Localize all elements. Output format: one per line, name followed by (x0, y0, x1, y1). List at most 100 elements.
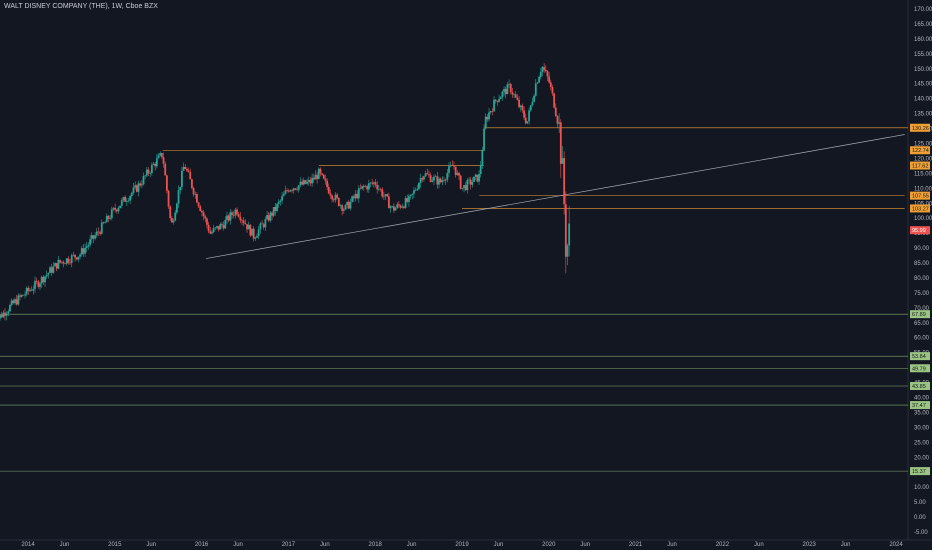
candle-body[interactable] (548, 76, 551, 83)
candle-body[interactable] (252, 228, 255, 239)
candle-body[interactable] (144, 175, 147, 177)
candle-body[interactable] (102, 222, 105, 224)
candle-body[interactable] (357, 188, 360, 199)
candle-body[interactable] (351, 196, 354, 202)
candle-body[interactable] (473, 176, 475, 182)
candle-body[interactable] (371, 182, 374, 184)
candle-body[interactable] (556, 116, 559, 124)
candle-body[interactable] (202, 212, 205, 217)
candle-body[interactable] (174, 212, 177, 221)
candle-body[interactable] (236, 209, 238, 215)
candle-body[interactable] (197, 202, 200, 207)
candle-body[interactable] (189, 172, 192, 180)
candle-body[interactable] (396, 204, 399, 208)
candle-body[interactable] (563, 158, 566, 205)
candle-body[interactable] (165, 175, 168, 191)
candle-body[interactable] (175, 203, 178, 213)
candle-body[interactable] (529, 105, 532, 111)
candle-body[interactable] (9, 305, 11, 312)
candle-body[interactable] (100, 222, 103, 234)
candle-body[interactable] (297, 185, 300, 190)
candle-body[interactable] (107, 215, 110, 220)
candle-body[interactable] (531, 101, 534, 106)
candle-body[interactable] (374, 182, 377, 185)
candle-body[interactable] (528, 110, 531, 122)
candle-body[interactable] (476, 174, 479, 182)
candle-body[interactable] (15, 299, 18, 305)
candle-body[interactable] (19, 295, 21, 297)
candle-body[interactable] (443, 180, 445, 181)
candle-body[interactable] (461, 187, 464, 189)
candle-body[interactable] (70, 255, 73, 263)
candle-body[interactable] (519, 105, 522, 108)
candle-body[interactable] (294, 188, 297, 190)
candle-body[interactable] (513, 94, 515, 96)
candle-body[interactable] (281, 196, 283, 201)
candle-body[interactable] (506, 84, 509, 95)
candle-body[interactable] (448, 166, 450, 173)
candle-body[interactable] (29, 289, 31, 291)
candle-body[interactable] (451, 165, 454, 166)
candle-body[interactable] (129, 195, 132, 201)
candle-body[interactable] (301, 181, 303, 185)
candle-body[interactable] (387, 196, 390, 209)
candle-body[interactable] (456, 172, 459, 175)
candle-body[interactable] (119, 205, 122, 209)
candle-body[interactable] (237, 214, 240, 217)
candle-body[interactable] (327, 187, 330, 194)
candle-body[interactable] (271, 212, 273, 216)
candle-body[interactable] (244, 223, 247, 225)
candle-body[interactable] (463, 185, 465, 188)
candle-body[interactable] (117, 208, 120, 212)
candle-body[interactable] (187, 170, 190, 173)
candle-body[interactable] (37, 281, 40, 287)
candle-body[interactable] (504, 88, 507, 95)
candle-body[interactable] (140, 184, 143, 186)
candle-body[interactable] (182, 166, 185, 171)
candle-body[interactable] (423, 176, 425, 180)
candle-body[interactable] (154, 163, 157, 167)
candle-body[interactable] (47, 272, 50, 275)
candle-body[interactable] (514, 94, 517, 98)
candle-body[interactable] (124, 197, 127, 202)
candle-body[interactable] (211, 232, 213, 234)
candle-body[interactable] (521, 105, 524, 111)
candle-body[interactable] (324, 178, 327, 181)
candle-body[interactable] (367, 183, 370, 190)
candle-body[interactable] (157, 155, 160, 159)
candle-body[interactable] (125, 201, 128, 202)
candle-body[interactable] (403, 206, 405, 208)
candle-body[interactable] (524, 117, 527, 124)
candle-body[interactable] (287, 190, 290, 192)
candle-body[interactable] (267, 215, 270, 221)
candle-body[interactable] (362, 185, 365, 187)
candle-body[interactable] (501, 91, 504, 97)
candle-body[interactable] (34, 280, 36, 289)
candle-body[interactable] (229, 212, 232, 221)
candle-body[interactable] (139, 183, 142, 186)
candle-body[interactable] (533, 95, 536, 102)
candle-body[interactable] (249, 224, 252, 236)
candle-body[interactable] (416, 188, 419, 190)
candle-body[interactable] (60, 261, 63, 263)
candle-body[interactable] (201, 210, 203, 213)
candle-body[interactable] (35, 280, 38, 282)
candle-body[interactable] (503, 88, 505, 92)
candle-body[interactable] (251, 228, 253, 236)
candle-body[interactable] (0, 314, 1, 319)
candle-body[interactable] (509, 83, 512, 93)
candle-body[interactable] (377, 188, 380, 190)
candle-body[interactable] (259, 223, 262, 230)
candle-body[interactable] (40, 276, 43, 284)
candle-body[interactable] (418, 183, 420, 189)
candle-body[interactable] (469, 179, 472, 185)
candle-body[interactable] (558, 122, 561, 124)
candle-body[interactable] (553, 93, 556, 108)
candle-body[interactable] (150, 164, 153, 174)
candle-body[interactable] (109, 218, 112, 220)
candle-body[interactable] (59, 259, 61, 263)
candle-body[interactable] (466, 180, 469, 191)
candle-body[interactable] (286, 190, 288, 191)
candle-body[interactable] (568, 223, 571, 246)
candle-body[interactable] (212, 228, 215, 233)
